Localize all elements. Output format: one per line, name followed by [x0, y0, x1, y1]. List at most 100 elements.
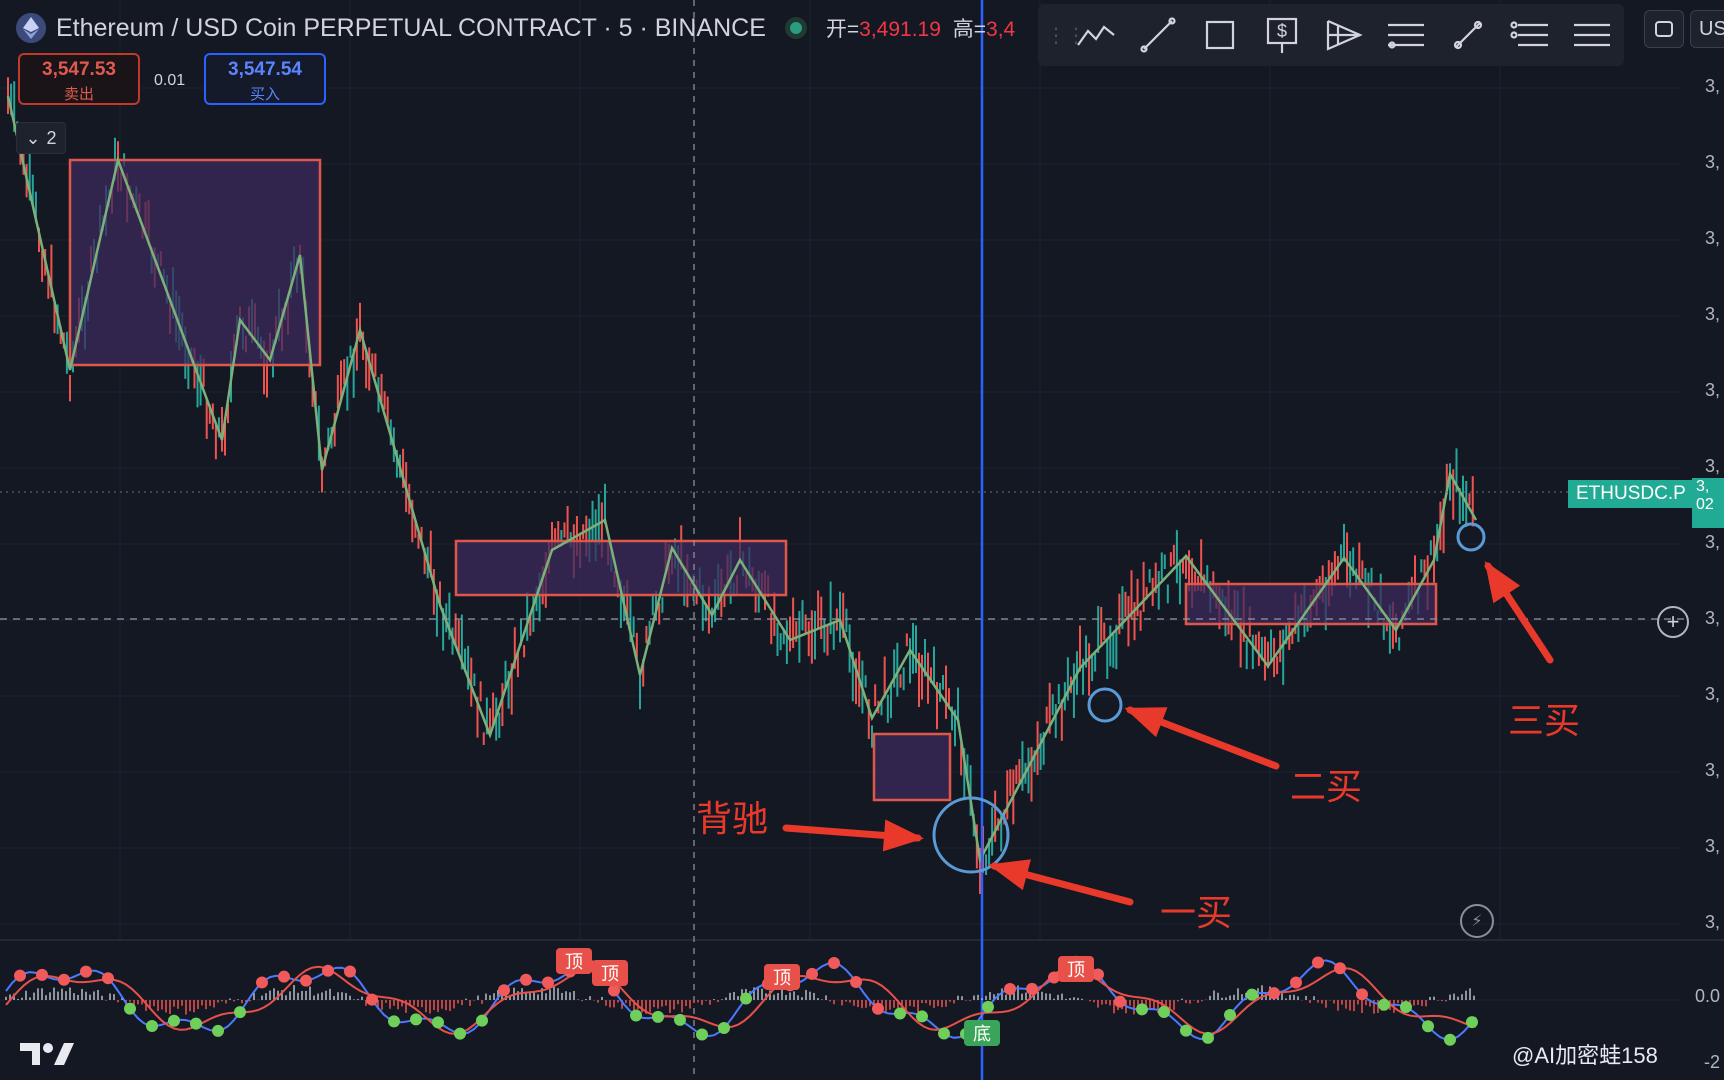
- golden-cross-dot: [1466, 1016, 1478, 1029]
- golden-cross-dot: [1158, 1006, 1170, 1019]
- price-axis-tick: 3,: [1704, 228, 1720, 248]
- price-axis-tick: 3,: [1704, 532, 1720, 552]
- drawing-toolbar: ⋮⋮ $: [1038, 4, 1624, 66]
- golden-cross-dot: [982, 1000, 994, 1013]
- dead-cross-dot: [1048, 971, 1060, 984]
- buy3-circle: [1456, 522, 1486, 552]
- fib-extension-icon[interactable]: [1506, 11, 1554, 59]
- brush-icon[interactable]: [1444, 11, 1492, 59]
- indicator-axis-tick: -2: [1703, 1052, 1720, 1072]
- dead-cross-dot: [80, 965, 92, 978]
- golden-cross-dot: [652, 1010, 664, 1023]
- dead-cross-dot: [498, 984, 510, 997]
- buy2-circle: [1087, 687, 1123, 723]
- top-signal-label: 顶: [773, 968, 791, 989]
- dead-cross-dot: [102, 972, 114, 985]
- fib-retracement-icon[interactable]: [1382, 11, 1430, 59]
- dead-cross-dot: [542, 976, 554, 989]
- annotation-buy2: 二买: [1290, 767, 1363, 808]
- chart-header: Ethereum / USD Coin PERPETUAL CONTRACT ·…: [16, 10, 1015, 46]
- golden-cross-dot: [718, 1021, 730, 1034]
- golden-cross-dot: [234, 1006, 246, 1019]
- last-price-label: 3, 02: [1692, 478, 1724, 528]
- dead-cross-dot: [608, 984, 620, 997]
- open-value: 3,491.19: [859, 18, 941, 41]
- buy-button[interactable]: 3,547.54 买入: [204, 53, 326, 105]
- tradingview-logo-icon[interactable]: [18, 1036, 76, 1070]
- fullscreen-button[interactable]: [1644, 10, 1684, 48]
- golden-cross-dot: [894, 1007, 906, 1020]
- fullscreen-icon: [1655, 21, 1673, 37]
- currency-button[interactable]: US: [1690, 10, 1724, 48]
- menu-icon[interactable]: [1568, 11, 1616, 59]
- dead-cross-dot: [828, 957, 840, 970]
- trend-line-icon[interactable]: [1134, 11, 1182, 59]
- bottom-signal-label: 底: [973, 1024, 991, 1045]
- top-signal-label: 顶: [565, 952, 583, 973]
- price-range-icon[interactable]: $: [1258, 11, 1306, 59]
- rectangle-icon[interactable]: [1196, 11, 1244, 59]
- sell-button[interactable]: 3,547.53 卖出: [18, 53, 140, 105]
- golden-cross-dot: [740, 992, 752, 1005]
- price-axis-tick: 3,: [1704, 608, 1720, 628]
- buy1-arrow-head: [988, 859, 1031, 891]
- annotation-buy3: 三买: [1508, 701, 1581, 742]
- price-axis-tick: 3,: [1704, 456, 1720, 476]
- pivot-zone: [872, 732, 952, 802]
- annotation-divergence: 背驰: [696, 799, 769, 840]
- watermark: @AI加密蛙158: [1512, 1043, 1658, 1068]
- top-signal-badge: [1058, 956, 1094, 982]
- plus-icon: +: [1666, 609, 1680, 634]
- golden-cross-dot: [1180, 1024, 1192, 1037]
- signal-line: [5, 965, 1477, 1035]
- golden-cross-dot: [410, 1013, 422, 1026]
- dead-cross-dot: [1356, 988, 1368, 1001]
- top-signal-badge: [556, 948, 592, 974]
- top-signal-badge: [592, 960, 628, 986]
- top-signal-badge: [764, 964, 800, 990]
- pivot-zone: [68, 158, 322, 367]
- top-signal-label: 顶: [601, 964, 619, 985]
- dead-cross-dot: [300, 974, 312, 987]
- dead-cross-dot: [58, 973, 70, 986]
- pitchfork-icon[interactable]: [1320, 11, 1368, 59]
- stroke-line: [6, 95, 1478, 864]
- buy3-arrow-head: [1484, 560, 1521, 604]
- dead-cross-dot: [1334, 962, 1346, 975]
- drag-handle-icon[interactable]: ⋮⋮: [1046, 24, 1086, 47]
- currency-label: US: [1699, 17, 1724, 40]
- golden-cross-dot: [190, 1017, 202, 1030]
- market-open-indicator-icon: [789, 22, 802, 34]
- symbol-title[interactable]: Ethereum / USD Coin PERPETUAL CONTRACT ·…: [56, 13, 766, 42]
- chevron-down-icon: ⌄: [25, 127, 41, 148]
- indicator-axis-tick: 0.0: [1694, 986, 1720, 1006]
- ohlc-readout: 开=3,491.19 高=3,4: [826, 13, 1015, 43]
- golden-cross-dot: [1202, 1031, 1214, 1044]
- golden-cross-dot: [1246, 988, 1258, 1001]
- indicators-toggle-button[interactable]: ⌄ 2: [16, 122, 66, 154]
- price-axis-tick: 3,: [1704, 380, 1720, 400]
- dead-cross-dot: [256, 976, 268, 989]
- add-alert-button[interactable]: +: [1657, 606, 1689, 638]
- golden-cross-dot: [1378, 998, 1390, 1011]
- svg-text:$: $: [1277, 21, 1287, 41]
- open-label: 开=: [825, 18, 860, 41]
- trend-line-path-icon[interactable]: [1072, 11, 1120, 59]
- buy-price: 3,547.54: [228, 59, 302, 80]
- dead-cross-dot: [1114, 995, 1126, 1008]
- buy2-arrow-head: [1124, 707, 1168, 738]
- bottom-signal-badge: [964, 1020, 1000, 1046]
- divergence-arrow-head: [882, 819, 924, 852]
- golden-cross-dot: [1224, 1008, 1236, 1021]
- price-axis-tick: 3,: [1704, 152, 1720, 172]
- dead-cross-dot: [1312, 956, 1324, 969]
- high-value: 3,4: [986, 18, 1016, 41]
- golden-cross-dot: [432, 1016, 444, 1029]
- dead-cross-dot: [872, 1002, 884, 1015]
- lightning-icon[interactable]: ⚡: [1460, 904, 1494, 938]
- price-axis-tick: 3,: [1704, 760, 1720, 780]
- dead-cross-dot: [278, 970, 290, 983]
- golden-cross-dot: [146, 1020, 158, 1033]
